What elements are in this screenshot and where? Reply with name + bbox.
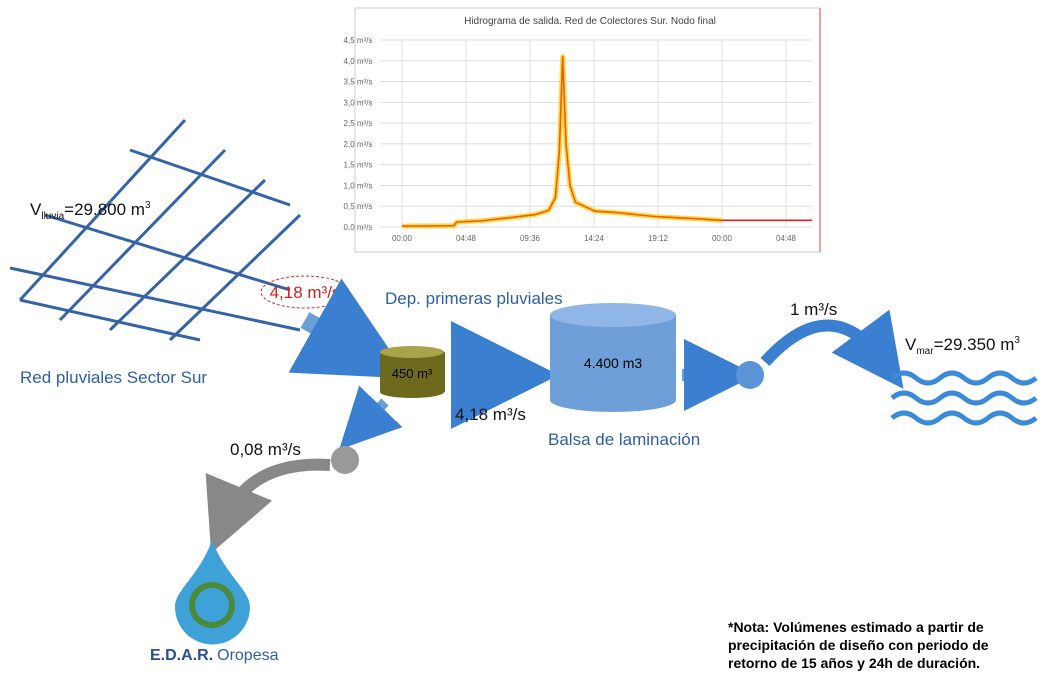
chart-title: Hidrograma de salida. Red de Colectores … [464, 16, 716, 27]
tank [380, 346, 445, 398]
y-tick-label: 3,0 m³/s [344, 98, 373, 107]
y-tick-label: 4,5 m³/s [344, 36, 373, 45]
network-flow: 4,18 m³/s [270, 283, 341, 302]
network [9, 118, 302, 342]
y-tick-label: 0,5 m³/s [344, 202, 373, 211]
pond [550, 303, 676, 412]
sea-volume: Vmar=29.350 m3 [905, 335, 1020, 357]
wwtp-flow: 0,08 m³/s [230, 440, 301, 459]
pond-outflow: 1 m³/s [790, 300, 837, 319]
node [331, 446, 359, 474]
x-tick-label: 04:48 [456, 234, 477, 243]
x-tick-label: 09:36 [520, 234, 541, 243]
y-tick-label: 2,5 m³/s [344, 119, 373, 128]
tank-title-text: Dep. primeras pluviales [385, 289, 563, 308]
x-tick-label: 00:00 [712, 234, 733, 243]
y-tick-label: 3,5 m³/s [344, 78, 373, 87]
curved-arrow [760, 309, 904, 389]
chart-frame [354, 7, 821, 253]
y-tick-label: 2,0 m³/s [344, 140, 373, 149]
tank-outflow: 4,18 m³/s [455, 405, 526, 424]
arrow [339, 385, 403, 450]
rain-volume: Vlluvia=29.800 m3 [30, 200, 151, 222]
pond-volume: 4.400 m3 [584, 355, 643, 371]
note: *Nota: Volúmenes estimado a partir de pre… [728, 619, 989, 671]
curved-arrow [205, 458, 331, 554]
x-tick-label: 14:24 [584, 234, 605, 243]
pond-label: Balsa de laminación [548, 430, 700, 449]
y-tick-label: 4,0 m³/s [344, 57, 373, 66]
line [401, 55, 723, 227]
arrow [288, 278, 410, 379]
node [736, 361, 764, 389]
waves [890, 370, 1038, 426]
y-tick-label: 1,0 m³/s [344, 181, 373, 190]
y-tick-label: 0,0 m³/s [344, 223, 373, 232]
wwtp: E.D.A.R. Oropesa [150, 647, 279, 664]
x-tick-label: 19:12 [648, 234, 669, 243]
x-tick-label: 04:48 [776, 234, 797, 243]
droplet [175, 540, 250, 645]
x-tick-label: 00:00 [392, 234, 413, 243]
y-tick-label: 1,5 m³/s [344, 161, 373, 170]
tank-title: Dep. primeras pluviales [385, 289, 563, 308]
tank-volume: 450 m³ [392, 366, 433, 381]
network-label: Red pluviales Sector Sur [20, 368, 207, 387]
